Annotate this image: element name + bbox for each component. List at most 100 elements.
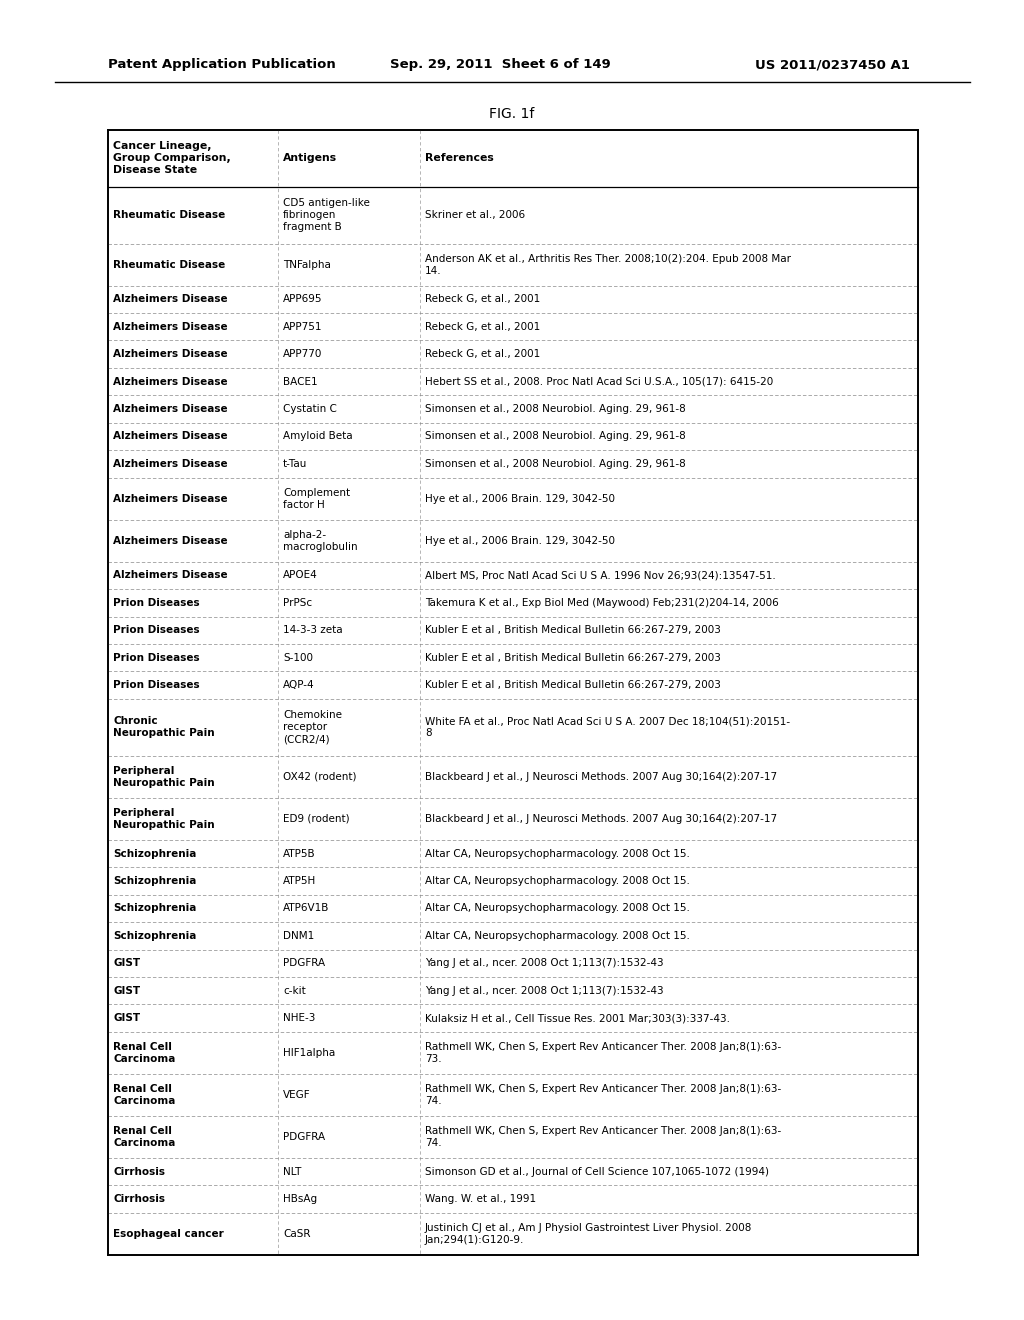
- Text: ATP5B: ATP5B: [283, 849, 315, 858]
- Text: 14-3-3 zeta: 14-3-3 zeta: [283, 626, 343, 635]
- Text: Alzheimers Disease: Alzheimers Disease: [113, 536, 227, 545]
- Text: Schizophrenia: Schizophrenia: [113, 931, 197, 941]
- Text: Hye et al., 2006 Brain. 129, 3042-50: Hye et al., 2006 Brain. 129, 3042-50: [425, 494, 614, 504]
- Text: Prion Diseases: Prion Diseases: [113, 653, 200, 663]
- Text: S-100: S-100: [283, 653, 313, 663]
- Text: Rheumatic Disease: Rheumatic Disease: [113, 210, 225, 220]
- Text: NLT: NLT: [283, 1167, 301, 1176]
- Text: FIG. 1f: FIG. 1f: [489, 107, 535, 121]
- Text: Prion Diseases: Prion Diseases: [113, 626, 200, 635]
- Text: Alzheimers Disease: Alzheimers Disease: [113, 494, 227, 504]
- Text: PDGFRA: PDGFRA: [283, 1133, 326, 1142]
- Text: ED9 (rodent): ED9 (rodent): [283, 813, 350, 824]
- Text: Schizophrenia: Schizophrenia: [113, 876, 197, 886]
- Text: US 2011/0237450 A1: US 2011/0237450 A1: [755, 58, 910, 71]
- Text: Rheumatic Disease: Rheumatic Disease: [113, 260, 225, 269]
- Text: Patent Application Publication: Patent Application Publication: [108, 58, 336, 71]
- Text: Kulaksiz H et al., Cell Tissue Res. 2001 Mar;303(3):337-43.: Kulaksiz H et al., Cell Tissue Res. 2001…: [425, 1012, 730, 1023]
- Text: GIST: GIST: [113, 958, 140, 969]
- Text: TNFalpha: TNFalpha: [283, 260, 331, 269]
- Text: Alzheimers Disease: Alzheimers Disease: [113, 376, 227, 387]
- Text: Alzheimers Disease: Alzheimers Disease: [113, 459, 227, 469]
- Text: Altar CA, Neuropsychopharmacology. 2008 Oct 15.: Altar CA, Neuropsychopharmacology. 2008 …: [425, 903, 690, 913]
- Text: APP751: APP751: [283, 322, 323, 331]
- Text: Kubler E et al , British Medical Bulletin 66:267-279, 2003: Kubler E et al , British Medical Bulleti…: [425, 653, 721, 663]
- Text: GIST: GIST: [113, 1012, 140, 1023]
- Text: Simonsen et al., 2008 Neurobiol. Aging. 29, 961-8: Simonsen et al., 2008 Neurobiol. Aging. …: [425, 459, 686, 469]
- Text: PrPSc: PrPSc: [283, 598, 312, 609]
- Text: APP770: APP770: [283, 350, 323, 359]
- Text: ATP5H: ATP5H: [283, 876, 316, 886]
- Text: Altar CA, Neuropsychopharmacology. 2008 Oct 15.: Altar CA, Neuropsychopharmacology. 2008 …: [425, 849, 690, 858]
- Text: CD5 antigen-like
fibrinogen
fragment B: CD5 antigen-like fibrinogen fragment B: [283, 198, 370, 232]
- Text: PDGFRA: PDGFRA: [283, 958, 326, 969]
- Text: Prion Diseases: Prion Diseases: [113, 680, 200, 690]
- Text: Renal Cell
Carcinoma: Renal Cell Carcinoma: [113, 1041, 175, 1064]
- Text: Kubler E et al , British Medical Bulletin 66:267-279, 2003: Kubler E et al , British Medical Bulleti…: [425, 680, 721, 690]
- Text: Alzheimers Disease: Alzheimers Disease: [113, 570, 227, 581]
- Text: Blackbeard J et al., J Neurosci Methods. 2007 Aug 30;164(2):207-17: Blackbeard J et al., J Neurosci Methods.…: [425, 813, 777, 824]
- Text: Alzheimers Disease: Alzheimers Disease: [113, 294, 227, 305]
- Text: Rebeck G, et al., 2001: Rebeck G, et al., 2001: [425, 350, 540, 359]
- Text: Rebeck G, et al., 2001: Rebeck G, et al., 2001: [425, 294, 540, 305]
- Text: VEGF: VEGF: [283, 1090, 310, 1100]
- Text: ATP6V1B: ATP6V1B: [283, 903, 330, 913]
- Text: Antigens: Antigens: [283, 153, 337, 164]
- Text: Skriner et al., 2006: Skriner et al., 2006: [425, 210, 525, 220]
- Text: Alzheimers Disease: Alzheimers Disease: [113, 404, 227, 414]
- Text: alpha-2-
macroglobulin: alpha-2- macroglobulin: [283, 529, 357, 552]
- Text: Simonsen et al., 2008 Neurobiol. Aging. 29, 961-8: Simonsen et al., 2008 Neurobiol. Aging. …: [425, 404, 686, 414]
- Text: Rathmell WK, Chen S, Expert Rev Anticancer Ther. 2008 Jan;8(1):63-
74.: Rathmell WK, Chen S, Expert Rev Anticanc…: [425, 1126, 781, 1148]
- Text: NHE-3: NHE-3: [283, 1012, 315, 1023]
- Text: DNM1: DNM1: [283, 931, 314, 941]
- Text: Sep. 29, 2011  Sheet 6 of 149: Sep. 29, 2011 Sheet 6 of 149: [390, 58, 610, 71]
- Text: Hebert SS et al., 2008. Proc Natl Acad Sci U.S.A., 105(17): 6415-20: Hebert SS et al., 2008. Proc Natl Acad S…: [425, 376, 773, 387]
- Text: Cirrhosis: Cirrhosis: [113, 1167, 165, 1176]
- Text: Simonson GD et al., Journal of Cell Science 107,1065-1072 (1994): Simonson GD et al., Journal of Cell Scie…: [425, 1167, 769, 1176]
- Text: GIST: GIST: [113, 986, 140, 995]
- Text: Wang. W. et al., 1991: Wang. W. et al., 1991: [425, 1195, 536, 1204]
- Text: Peripheral
Neuropathic Pain: Peripheral Neuropathic Pain: [113, 808, 215, 830]
- Text: BACE1: BACE1: [283, 376, 317, 387]
- Text: Albert MS, Proc Natl Acad Sci U S A. 1996 Nov 26;93(24):13547-51.: Albert MS, Proc Natl Acad Sci U S A. 199…: [425, 570, 775, 581]
- Text: HIF1alpha: HIF1alpha: [283, 1048, 335, 1057]
- Text: Rathmell WK, Chen S, Expert Rev Anticancer Ther. 2008 Jan;8(1):63-
74.: Rathmell WK, Chen S, Expert Rev Anticanc…: [425, 1084, 781, 1106]
- Text: Schizophrenia: Schizophrenia: [113, 903, 197, 913]
- Text: Cystatin C: Cystatin C: [283, 404, 337, 414]
- Text: Simonsen et al., 2008 Neurobiol. Aging. 29, 961-8: Simonsen et al., 2008 Neurobiol. Aging. …: [425, 432, 686, 441]
- Text: Peripheral
Neuropathic Pain: Peripheral Neuropathic Pain: [113, 766, 215, 788]
- Text: Alzheimers Disease: Alzheimers Disease: [113, 432, 227, 441]
- Text: Yang J et al., ncer. 2008 Oct 1;113(7):1532-43: Yang J et al., ncer. 2008 Oct 1;113(7):1…: [425, 986, 664, 995]
- Text: Altar CA, Neuropsychopharmacology. 2008 Oct 15.: Altar CA, Neuropsychopharmacology. 2008 …: [425, 876, 690, 886]
- Text: Justinich CJ et al., Am J Physiol Gastrointest Liver Physiol. 2008
Jan;294(1):G1: Justinich CJ et al., Am J Physiol Gastro…: [425, 1222, 753, 1245]
- Text: t-Tau: t-Tau: [283, 459, 307, 469]
- Text: Renal Cell
Carcinoma: Renal Cell Carcinoma: [113, 1084, 175, 1106]
- Text: Cirrhosis: Cirrhosis: [113, 1195, 165, 1204]
- Text: Complement
factor H: Complement factor H: [283, 487, 350, 510]
- Bar: [108, 129, 918, 1255]
- Text: APP695: APP695: [283, 294, 323, 305]
- Text: Renal Cell
Carcinoma: Renal Cell Carcinoma: [113, 1126, 175, 1148]
- Text: Yang J et al., ncer. 2008 Oct 1;113(7):1532-43: Yang J et al., ncer. 2008 Oct 1;113(7):1…: [425, 958, 664, 969]
- Text: Esophageal cancer: Esophageal cancer: [113, 1229, 224, 1239]
- Text: c-kit: c-kit: [283, 986, 306, 995]
- Text: Rebeck G, et al., 2001: Rebeck G, et al., 2001: [425, 322, 540, 331]
- Text: Cancer Lineage,
Group Comparison,
Disease State: Cancer Lineage, Group Comparison, Diseas…: [113, 141, 230, 176]
- Text: Takemura K et al., Exp Biol Med (Maywood) Feb;231(2)204-14, 2006: Takemura K et al., Exp Biol Med (Maywood…: [425, 598, 778, 609]
- Text: Anderson AK et al., Arthritis Res Ther. 2008;10(2):204. Epub 2008 Mar
14.: Anderson AK et al., Arthritis Res Ther. …: [425, 253, 791, 276]
- Text: Kubler E et al , British Medical Bulletin 66:267-279, 2003: Kubler E et al , British Medical Bulleti…: [425, 626, 721, 635]
- Text: CaSR: CaSR: [283, 1229, 310, 1239]
- Text: HBsAg: HBsAg: [283, 1195, 317, 1204]
- Text: References: References: [425, 153, 494, 164]
- Text: AQP-4: AQP-4: [283, 680, 314, 690]
- Text: White FA et al., Proc Natl Acad Sci U S A. 2007 Dec 18;104(51):20151-
8: White FA et al., Proc Natl Acad Sci U S …: [425, 717, 790, 738]
- Text: Prion Diseases: Prion Diseases: [113, 598, 200, 609]
- Text: Chronic
Neuropathic Pain: Chronic Neuropathic Pain: [113, 717, 215, 738]
- Text: APOE4: APOE4: [283, 570, 317, 581]
- Text: Altar CA, Neuropsychopharmacology. 2008 Oct 15.: Altar CA, Neuropsychopharmacology. 2008 …: [425, 931, 690, 941]
- Text: OX42 (rodent): OX42 (rodent): [283, 772, 356, 781]
- Text: Schizophrenia: Schizophrenia: [113, 849, 197, 858]
- Text: Chemokine
receptor
(CCR2/4): Chemokine receptor (CCR2/4): [283, 710, 342, 744]
- Text: Alzheimers Disease: Alzheimers Disease: [113, 350, 227, 359]
- Text: Blackbeard J et al., J Neurosci Methods. 2007 Aug 30;164(2):207-17: Blackbeard J et al., J Neurosci Methods.…: [425, 772, 777, 781]
